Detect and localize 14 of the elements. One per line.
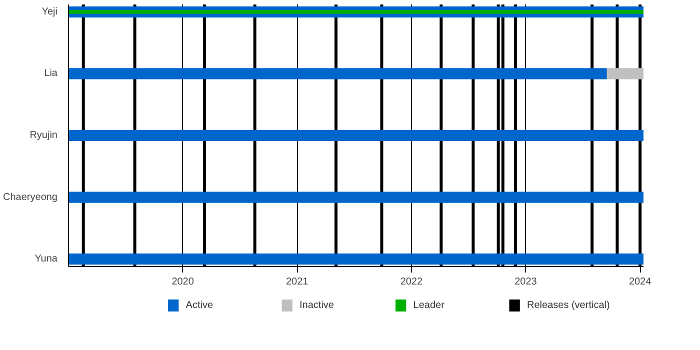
y-tick-label: Ryujin [30, 130, 58, 141]
legend-label: Releases (vertical) [527, 300, 610, 311]
y-tick-label: Chaeryeong [3, 192, 58, 203]
legend-label: Inactive [300, 300, 334, 311]
x-tick-label: 2021 [286, 276, 309, 288]
x-tick-label: 2020 [172, 276, 194, 288]
legend-label: Leader [413, 300, 446, 311]
x-tick-label: 2024 [628, 276, 652, 288]
y-tick-label: Yuna [34, 254, 58, 265]
legend-label: Active [186, 300, 214, 311]
y-tick-label: Lia [44, 68, 58, 80]
x-tick-label: 2022 [400, 276, 424, 288]
y-tick-label: Yeji [42, 6, 58, 18]
x-tick-label: 2023 [514, 276, 538, 288]
